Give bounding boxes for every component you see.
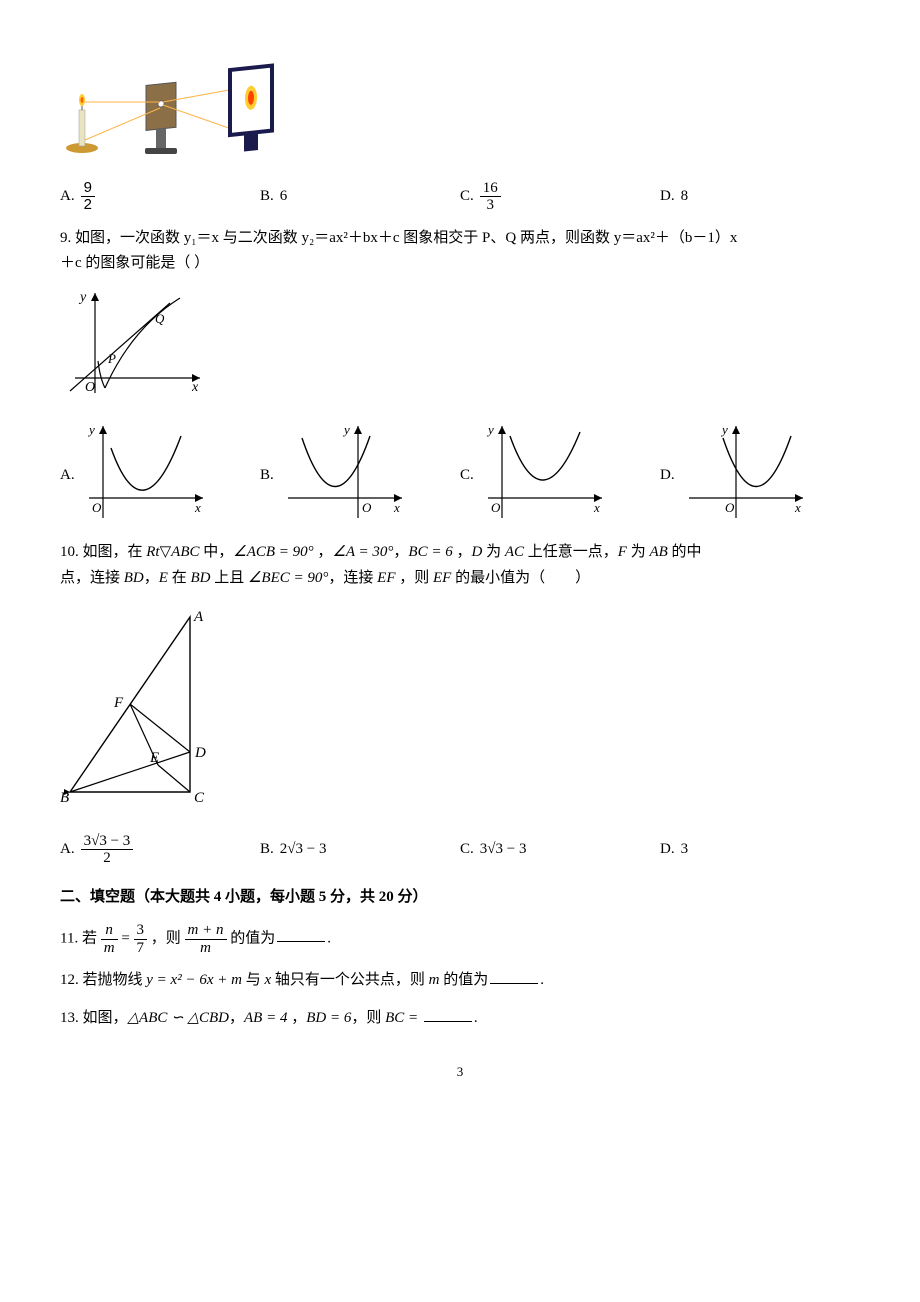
q9-option-B: B. O x y xyxy=(260,418,460,528)
svg-text:O: O xyxy=(491,500,501,515)
svg-text:F: F xyxy=(113,695,124,711)
q13: 13. 如图，△ABC ∽ △CBD，AB = 4 ，BD = 6，则 BC =… xyxy=(60,1006,860,1032)
q9-option-C: C. O x y xyxy=(460,418,660,528)
fill-blank xyxy=(490,983,538,984)
parabola-A: O x y xyxy=(81,418,211,528)
fraction: 3 7 xyxy=(134,922,148,956)
option-label: A. xyxy=(60,837,75,863)
point-Q: Q xyxy=(155,311,165,326)
q10-option-C: C. 3√3 − 3 xyxy=(460,833,660,867)
q9-option-A: A. O x y xyxy=(60,418,260,528)
fraction: n m xyxy=(101,922,118,956)
svg-text:y: y xyxy=(87,422,95,437)
q9-option-charts: A. O x y B. O x y xyxy=(60,418,860,528)
q8-options: A. 9 2 B. 6 C. 16 3 D. 8 xyxy=(60,180,860,214)
q8-option-D: D. 8 xyxy=(660,180,860,214)
option-label: C. xyxy=(460,837,474,863)
svg-text:O: O xyxy=(92,500,102,515)
candle-diagram xyxy=(60,60,280,160)
svg-text:O: O xyxy=(725,500,735,515)
origin-label: O xyxy=(85,380,95,395)
svg-text:C: C xyxy=(194,790,205,806)
option-label: C. xyxy=(460,463,474,529)
q9-stem-figure: O x y P Q xyxy=(60,283,860,413)
section-2-title: 二、填空题（本大题共 4 小题，每小题 5 分，共 20 分） xyxy=(60,885,860,911)
svg-text:y: y xyxy=(486,422,494,437)
q10-figure: A B C D E F xyxy=(60,607,860,817)
fraction: 3√3 − 3 2 xyxy=(81,833,134,867)
svg-text:y: y xyxy=(342,422,350,437)
svg-text:x: x xyxy=(393,500,400,515)
q8-option-C: C. 16 3 xyxy=(460,180,660,214)
q9-option-D: D. O x y xyxy=(660,418,860,528)
option-label: D. xyxy=(660,837,675,863)
page: A. 9 2 B. 6 C. 16 3 D. 8 9. 如图，一次函数 y₁＝x… xyxy=(0,0,920,1123)
option-label: D. xyxy=(660,463,675,529)
q8-option-A: A. 9 2 xyxy=(60,180,260,214)
option-label: B. xyxy=(260,184,274,210)
fill-blank xyxy=(277,941,325,942)
fill-blank xyxy=(424,1021,472,1022)
q10-options: A. 3√3 − 3 2 B. 2√3 − 3 C. 3√3 − 3 D. 3 xyxy=(60,833,860,867)
triangle-figure: A B C D E F xyxy=(60,607,220,807)
svg-text:x: x xyxy=(593,500,600,515)
point-P: P xyxy=(107,351,116,366)
q10-text: 10. 如图，在 Rt▽ABC 中，∠ACB = 90° ，∠A = 30°，B… xyxy=(60,540,860,591)
q10-option-B: B. 2√3 − 3 xyxy=(260,833,460,867)
q10-option-D: D. 3 xyxy=(660,833,860,867)
option-label: D. xyxy=(660,184,675,210)
y-axis-label: y xyxy=(78,290,87,305)
q9-stem-chart: O x y P Q xyxy=(60,283,210,403)
option-label: B. xyxy=(260,463,274,529)
q11: 11. 若 n m = 3 7 ，则 m + n m 的值为. xyxy=(60,922,860,956)
svg-text:A: A xyxy=(193,609,204,625)
fraction: 9 2 xyxy=(81,180,95,214)
svg-text:x: x xyxy=(194,500,201,515)
option-label: A. xyxy=(60,463,75,529)
x-axis-label: x xyxy=(191,380,199,395)
svg-text:y: y xyxy=(720,422,728,437)
option-label: C. xyxy=(460,184,474,210)
fraction: m + n m xyxy=(185,922,227,956)
q10-option-A: A. 3√3 − 3 2 xyxy=(60,833,260,867)
q9-text: 9. 如图，一次函数 y₁＝x 与二次函数 y₂＝ax²＋bx＋c 图象相交于 … xyxy=(60,226,860,277)
q12: 12. 若抛物线 y = x² − 6x + m 与 x 轴只有一个公共点，则 … xyxy=(60,968,860,994)
svg-text:D: D xyxy=(194,745,206,761)
parabola-D: O x y xyxy=(681,418,811,528)
page-number: 3 xyxy=(60,1061,860,1083)
svg-text:x: x xyxy=(794,500,801,515)
svg-text:E: E xyxy=(149,750,159,766)
option-label: A. xyxy=(60,184,75,210)
fraction: 16 3 xyxy=(480,180,501,214)
svg-text:O: O xyxy=(362,500,372,515)
parabola-C: O x y xyxy=(480,418,610,528)
parabola-B: O x y xyxy=(280,418,410,528)
option-label: B. xyxy=(260,837,274,863)
q8-option-B: B. 6 xyxy=(260,180,460,214)
q8-illustration xyxy=(60,60,860,170)
